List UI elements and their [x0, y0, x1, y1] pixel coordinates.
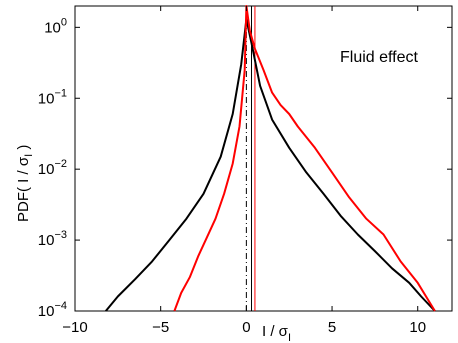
y-axis-label: PDF( I / σI ) [15, 145, 35, 222]
annotation-label: Fluid effect [340, 49, 419, 66]
y-axis-ticks: 100 10−1 10−2 10−3 10−4 [38, 16, 452, 320]
y-axis-label-main: PDF( I / σ [15, 156, 32, 222]
series-group [105, 5, 436, 312]
series-line-1 [173, 5, 436, 312]
y-tick-label: 10−3 [38, 229, 67, 249]
y-tick-label: 100 [44, 16, 67, 36]
x-axis-ticks: −10 −5 0 5 10 [62, 6, 426, 336]
x-tick-label: 5 [328, 319, 336, 336]
plot-area [74, 5, 453, 312]
series-line-0 [105, 18, 436, 312]
x-tick-label: 0 [242, 319, 250, 336]
x-axis-label-main: I / σ [262, 323, 289, 340]
y-tick-label: 10−2 [38, 158, 67, 178]
y-axis-label-sub: I [23, 154, 35, 157]
x-axis-label-sub: I [288, 332, 291, 343]
x-tick-label: 10 [409, 319, 426, 336]
x-tick-label: −10 [62, 319, 87, 336]
x-tick-label: −5 [152, 319, 169, 336]
y-tick-label: 10−4 [38, 300, 67, 320]
x-axis-label: I / σI [262, 323, 291, 343]
y-axis-label-close: ) [15, 145, 32, 154]
y-tick-label: 10−1 [38, 87, 67, 107]
